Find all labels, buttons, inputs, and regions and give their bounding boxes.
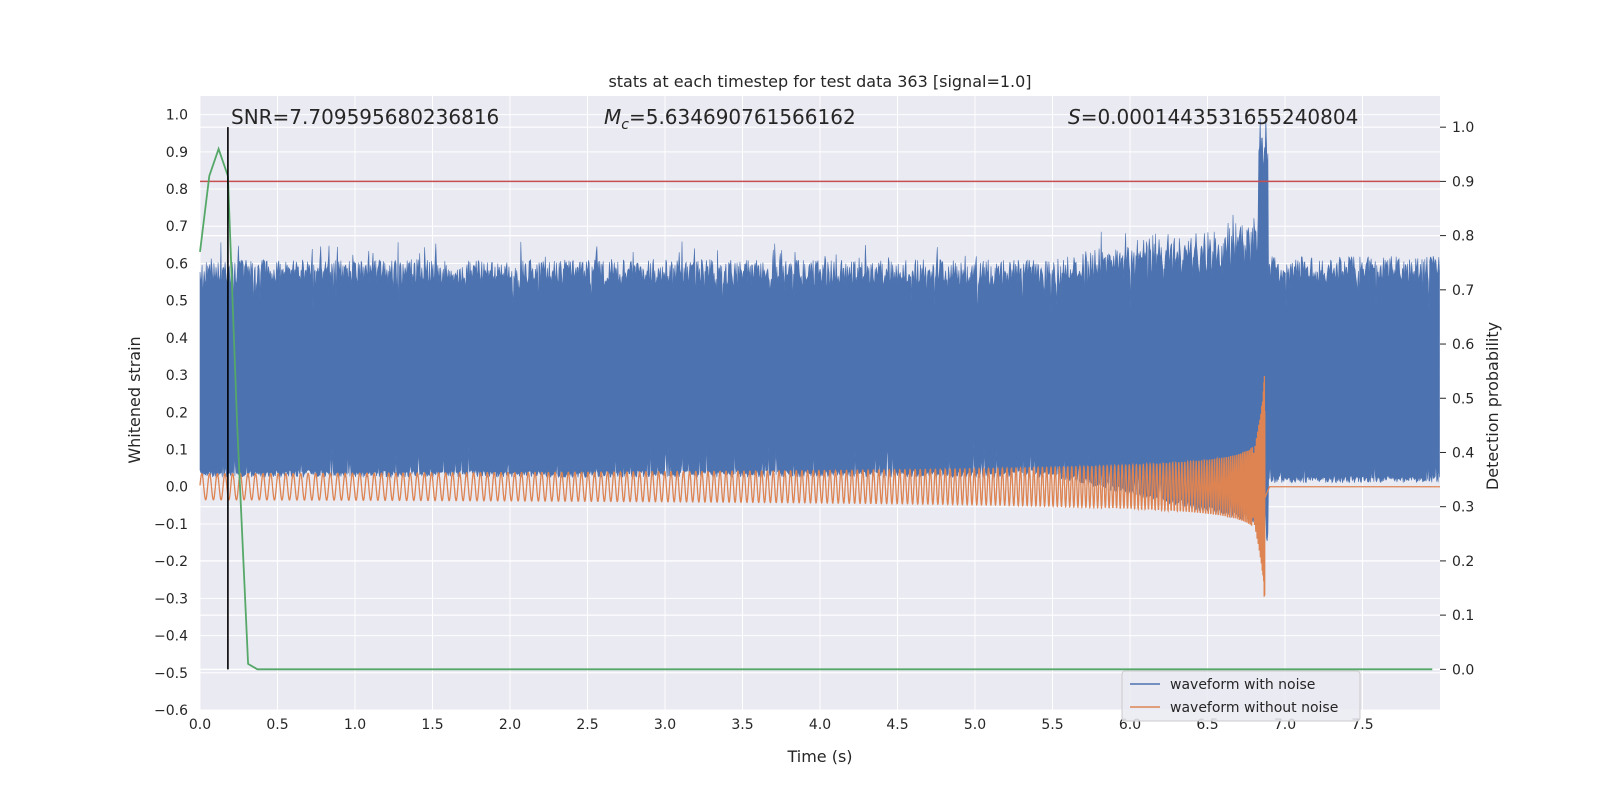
y2-tick-label: 1.0: [1452, 120, 1474, 136]
y-tick-label: 0.8: [166, 182, 188, 198]
y2-tick-label: 0.0: [1452, 662, 1474, 678]
mc-symbol: M: [604, 105, 621, 129]
y-tick-label: −0.6: [154, 703, 188, 719]
y2-tick-label: 0.2: [1452, 554, 1474, 570]
snr-annotation: SNR=7.709595680236816: [231, 105, 499, 129]
y-tick-label: −0.4: [154, 629, 188, 645]
y2-tick-label: 0.3: [1452, 500, 1474, 516]
x-tick-label: 3.0: [654, 717, 676, 733]
y2-tick-label: 0.7: [1452, 283, 1474, 299]
y2-tick-label: 0.6: [1452, 337, 1474, 353]
legend-entry-noise: waveform with noise: [1170, 677, 1315, 693]
legend: waveform with noise waveform without noi…: [1121, 670, 1361, 722]
series-clean-waveform: [199, 375, 1440, 597]
y-tick-label: 0.5: [166, 294, 188, 310]
y-tick-label: 0.2: [166, 405, 188, 421]
y-tick-label: 0.1: [166, 443, 188, 459]
y-tick-label: −0.1: [154, 517, 188, 533]
y2-tick-label: 0.8: [1452, 229, 1474, 245]
y2-tick-label: 0.4: [1452, 445, 1474, 461]
y-tick-label: 0.6: [166, 256, 188, 272]
y-tick-label: 0.0: [166, 480, 188, 496]
x-tick-label: 3.5: [731, 717, 753, 733]
y-tick-label: 0.4: [166, 331, 188, 347]
y-tick-label: 1.0: [166, 108, 188, 124]
series-noise-waveform: [199, 116, 1440, 542]
s-annotation: S=0.0001443531655240804: [1068, 105, 1358, 129]
ticks: 0.0 0.5 1.0 1.5 2.0 2.5 3.0 3.5 4.0 4.5 5.0 5.5 6.0 6…: [154, 108, 1474, 733]
y-tick-label: 0.7: [166, 219, 188, 235]
s-value: =0.0001443531655240804: [1081, 105, 1359, 129]
y2-tick-label: 0.5: [1452, 391, 1474, 407]
chart-title: stats at each timestep for test data 363…: [608, 72, 1031, 91]
x-tick-label: 1.0: [344, 717, 366, 733]
y2-tick-label: 0.9: [1452, 174, 1474, 190]
y-tick-label: 0.9: [166, 145, 188, 161]
x-tick-label: 2.0: [499, 717, 521, 733]
legend-box: [1121, 670, 1361, 722]
y-tick-label: −0.2: [154, 554, 188, 570]
x-tick-label: 0.5: [266, 717, 288, 733]
mc-subscript: c: [621, 117, 629, 133]
y-tick-label: 0.3: [166, 368, 188, 384]
x-tick-label: 4.0: [809, 717, 831, 733]
x-tick-label: 2.5: [576, 717, 598, 733]
y-tick-label: −0.3: [154, 591, 188, 607]
x-tick-label: 1.5: [421, 717, 443, 733]
series-layer: [199, 116, 1440, 671]
mc-value: =5.634690761566162: [629, 105, 856, 129]
s-symbol: S: [1068, 105, 1081, 129]
mc-annotation: Mc=5.634690761566162: [604, 105, 856, 133]
x-tick-label: 4.5: [886, 717, 908, 733]
y-axis-label: Whitened strain: [125, 336, 144, 463]
x-tick-label: 5.0: [964, 717, 986, 733]
x-tick-label: 5.5: [1041, 717, 1063, 733]
legend-entry-clean: waveform without noise: [1170, 700, 1338, 716]
series-detection-probability: [199, 146, 1433, 671]
y-tick-label: −0.5: [154, 666, 188, 682]
x-tick-label: 0.0: [189, 717, 211, 733]
y2-axis-label: Detection probability: [1483, 322, 1502, 490]
x-axis-label: Time (s): [786, 747, 852, 766]
y2-tick-label: 0.1: [1452, 608, 1474, 624]
